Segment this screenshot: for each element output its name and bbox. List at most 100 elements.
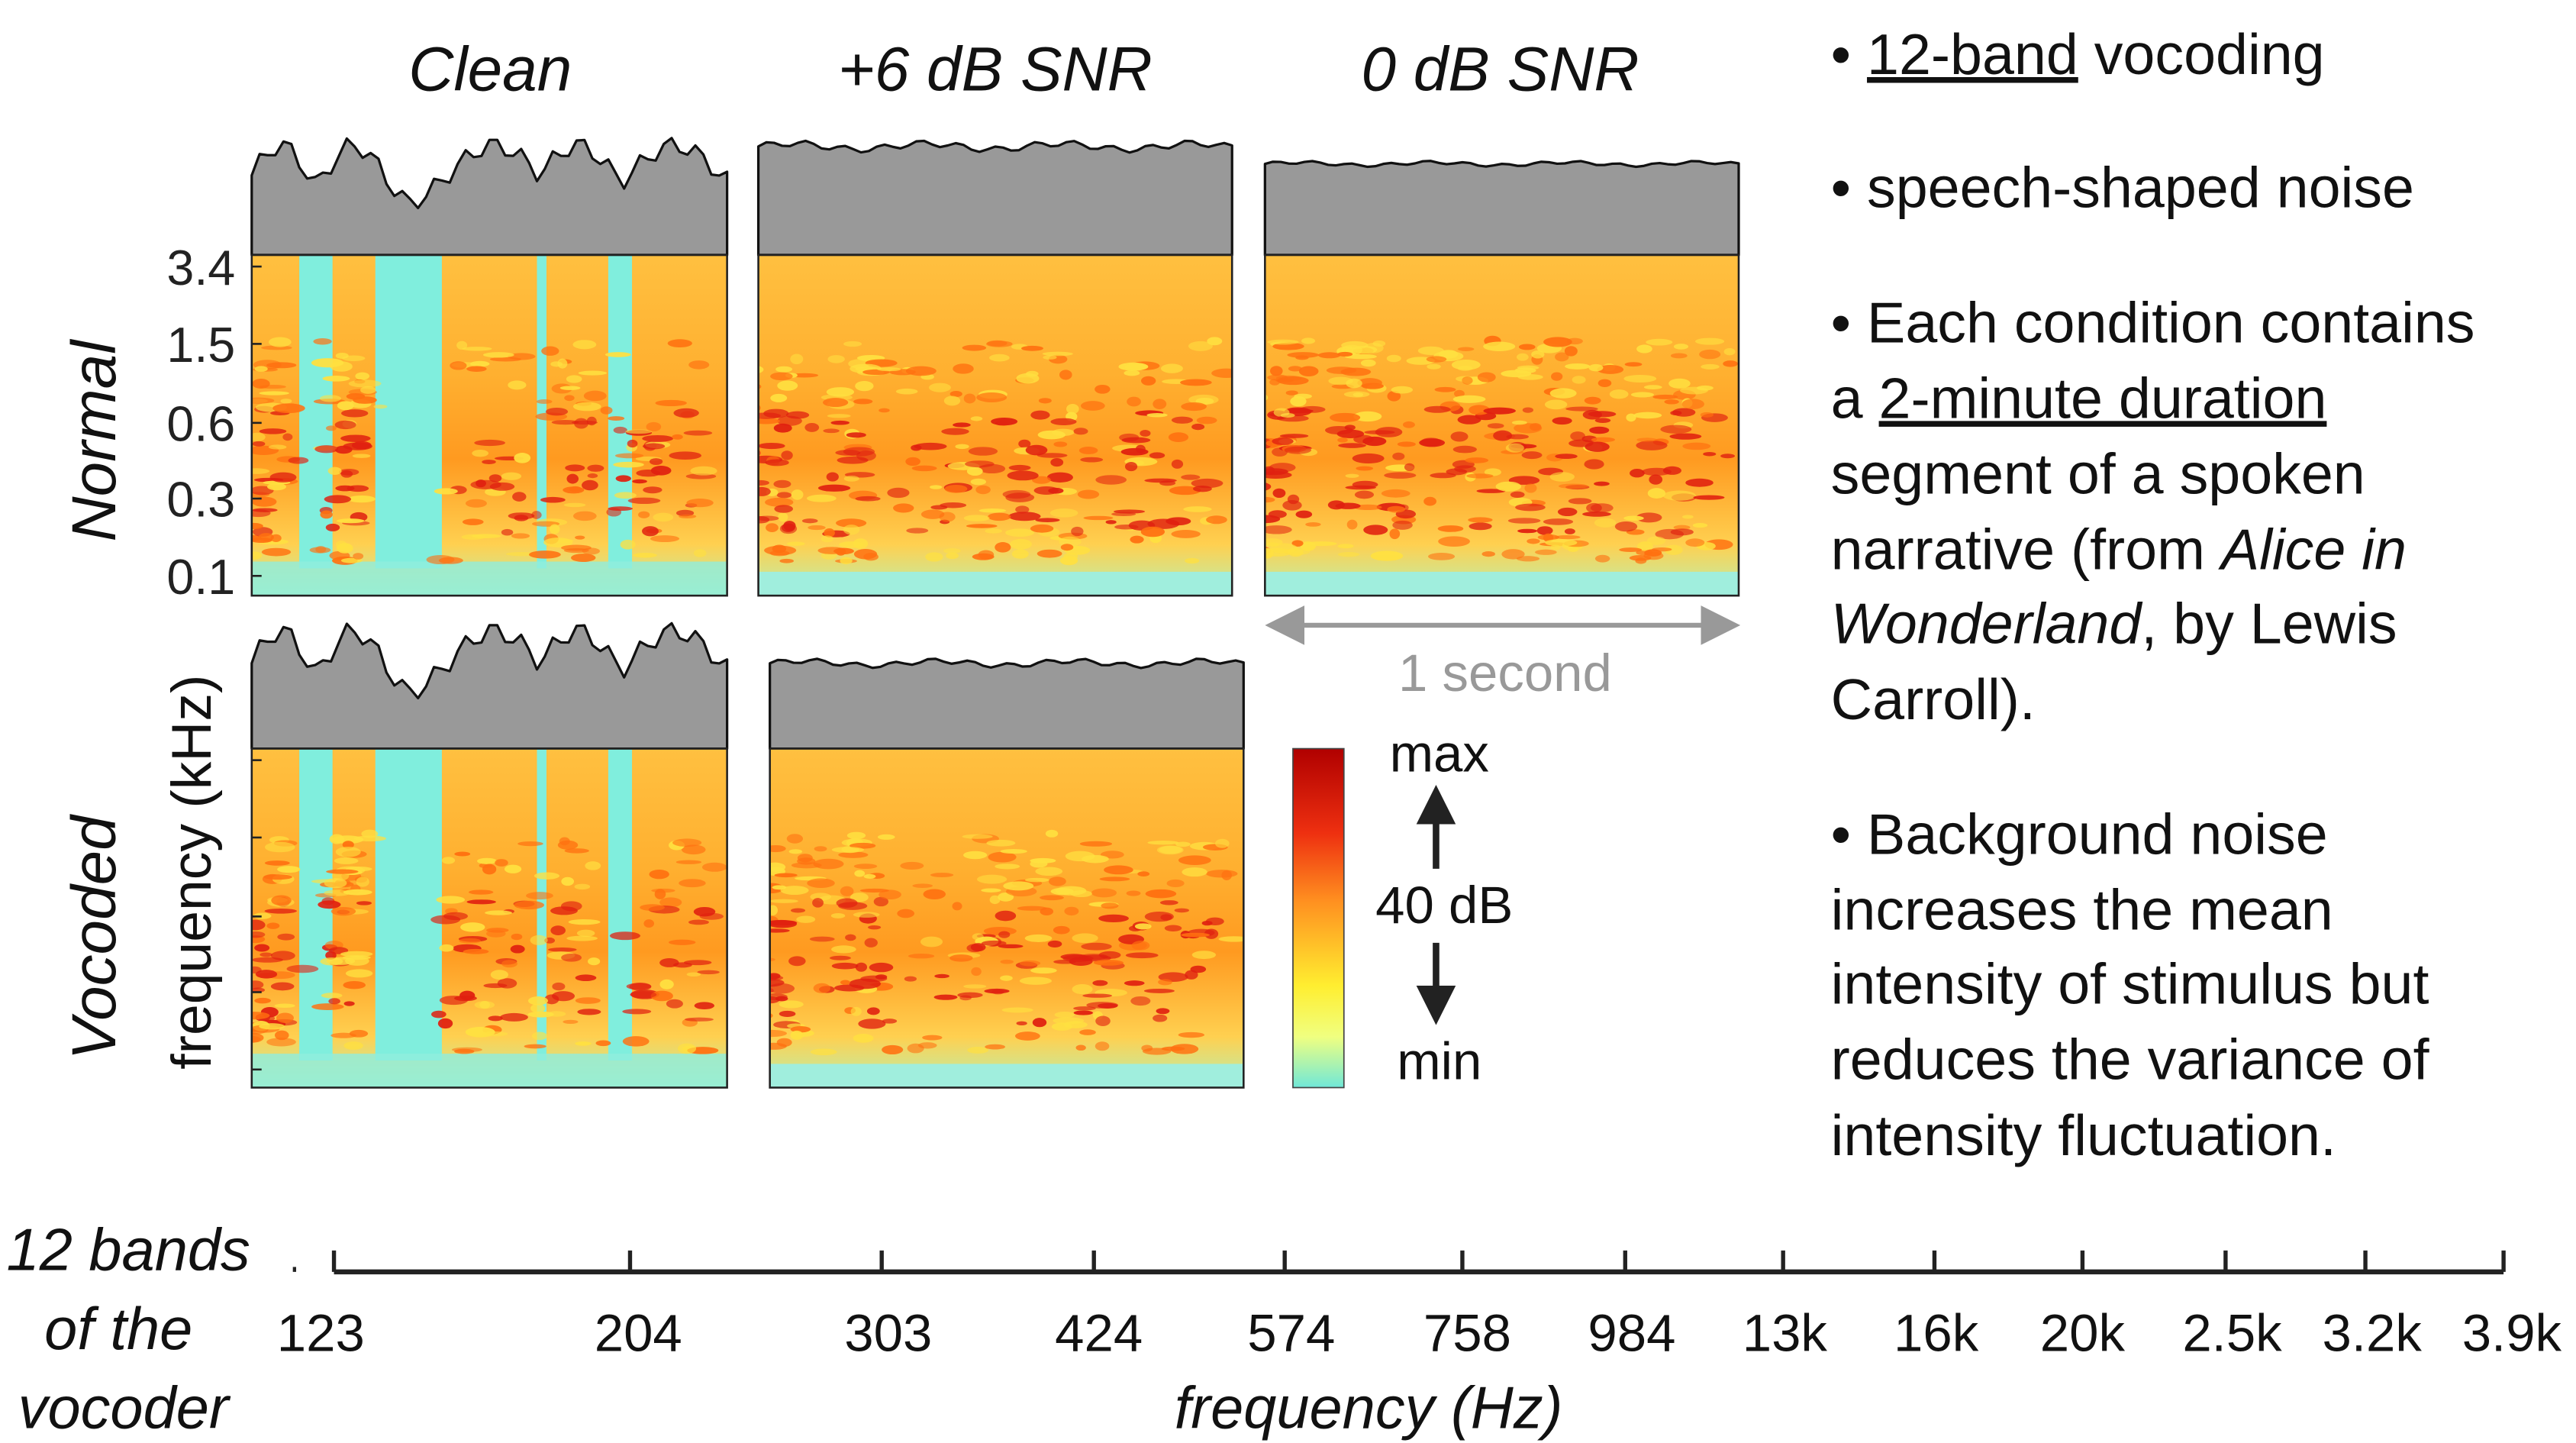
spectrogram-texture [466,899,496,905]
spectrogram-texture [1391,386,1414,394]
spectrogram-texture [649,870,669,880]
band-tick-label: 3.9k [2462,1303,2562,1362]
spectrogram-texture [840,886,854,896]
spectrogram-texture [1295,510,1313,518]
spectrogram-texture [808,525,826,531]
spectrogram-texture [500,1012,528,1022]
spectrogram-texture [970,478,986,486]
spectrogram-texture [1389,528,1401,540]
spectrogram-texture [1623,374,1657,383]
spectrogram-texture [679,879,706,888]
spectrogram-texture [343,1001,355,1006]
spectrogram-texture [337,543,353,554]
spectrogram-texture [280,399,292,404]
spectrogram-texture [1267,339,1299,345]
spectrogram-gap [299,255,333,569]
spectrogram-texture [268,444,287,450]
spectrogram-texture [1174,908,1190,913]
spectrogram-texture [1077,489,1100,499]
spectrogram-texture [343,980,366,989]
spectrogram-texture [508,512,535,520]
spectrogram-texture [266,922,280,929]
spectrogram-texture [995,542,1011,553]
spectrogram-texture [1149,452,1165,459]
spectrogram-texture [527,1011,554,1018]
spectrogram-texture [1156,1008,1170,1015]
spectrogram-texture [765,459,789,466]
spectrogram-texture [1145,889,1177,899]
spectrogram-texture [351,441,372,450]
spectrogram-texture [1672,408,1696,417]
spectrogram-texture [1466,473,1494,479]
spectrogram-floor [769,1064,1244,1088]
spectrogram-texture [843,341,862,347]
spectrogram-texture [653,512,674,522]
spectrogram-texture [1211,368,1233,378]
spectrogram-texture [650,465,672,476]
spectrogram-texture [638,511,650,518]
spectrogram-texture [1636,344,1652,353]
spectrogram-texture [1037,430,1066,440]
spectrogram-texture [863,873,876,879]
spectrogram-texture [1345,485,1376,490]
spectrogram-texture [1387,390,1401,402]
spectrogram-texture [893,503,914,513]
spectrogram-texture [831,847,865,853]
spectrogram-texture [1161,1046,1185,1051]
spectrogram-texture [1195,397,1214,405]
spectrogram-texture [769,899,798,903]
spectrogram-texture [1032,1018,1047,1028]
bullet-text: Carroll). [1831,667,2036,731]
spectrogram-texture [769,988,774,993]
spectrogram-texture [1598,379,1612,388]
spectrogram-texture [655,399,687,407]
spectrogram-texture [1000,975,1013,981]
band-axis-label: 12 bands [7,1218,250,1283]
spectrogram-texture [1182,867,1207,877]
spectrogram-texture [643,919,655,928]
spectrogram-texture [1038,398,1052,404]
spectrogram-texture [853,549,878,560]
spectrogram-texture [512,492,527,502]
spectrogram-texture [1682,515,1694,519]
spectrogram-texture [1265,483,1272,491]
spectrogram-texture [587,464,605,472]
spectrogram-texture [504,864,522,873]
spectrogram-texture [1046,472,1073,483]
spectrogram-texture [911,444,922,451]
spectrogram-texture [797,854,813,863]
spectrogram-texture [1511,420,1527,425]
spectrogram-texture [868,925,882,930]
spectrogram-texture [769,928,790,933]
spectrogram-gap [375,748,442,1060]
spectrogram-texture [1508,476,1540,485]
spectrogram-texture [254,997,271,1004]
spectrogram-floor [1265,571,1739,596]
spectrogram-texture [1175,841,1191,847]
spectrogram-texture [813,983,830,993]
spectrogram-texture [1340,367,1372,376]
spectrogram-texture [252,441,266,447]
spectrogram-texture [259,384,286,389]
spectrogram-texture [1265,515,1281,524]
spectrogram-texture [1171,416,1193,424]
spectrogram-texture [1669,433,1702,440]
spectrogram-texture [669,451,701,460]
spectrogram-texture [675,860,702,864]
spectrogram-texture [681,844,706,855]
spectrogram-texture [646,421,662,432]
spectrogram [758,255,1233,596]
spectrogram-texture [615,475,631,483]
spectrogram-texture [459,938,481,944]
spectrogram-texture [1630,469,1645,478]
spectrogram-texture [940,502,967,508]
spectrogram-texture [984,988,1010,994]
spectrogram-texture [1337,552,1360,557]
spectrogram-texture [686,499,714,508]
spectrogram-texture [462,518,484,525]
envelope [250,137,729,257]
spectrogram-texture [688,360,710,370]
spectrogram-texture [259,428,287,434]
colorbar-label: min [1397,1032,1481,1091]
